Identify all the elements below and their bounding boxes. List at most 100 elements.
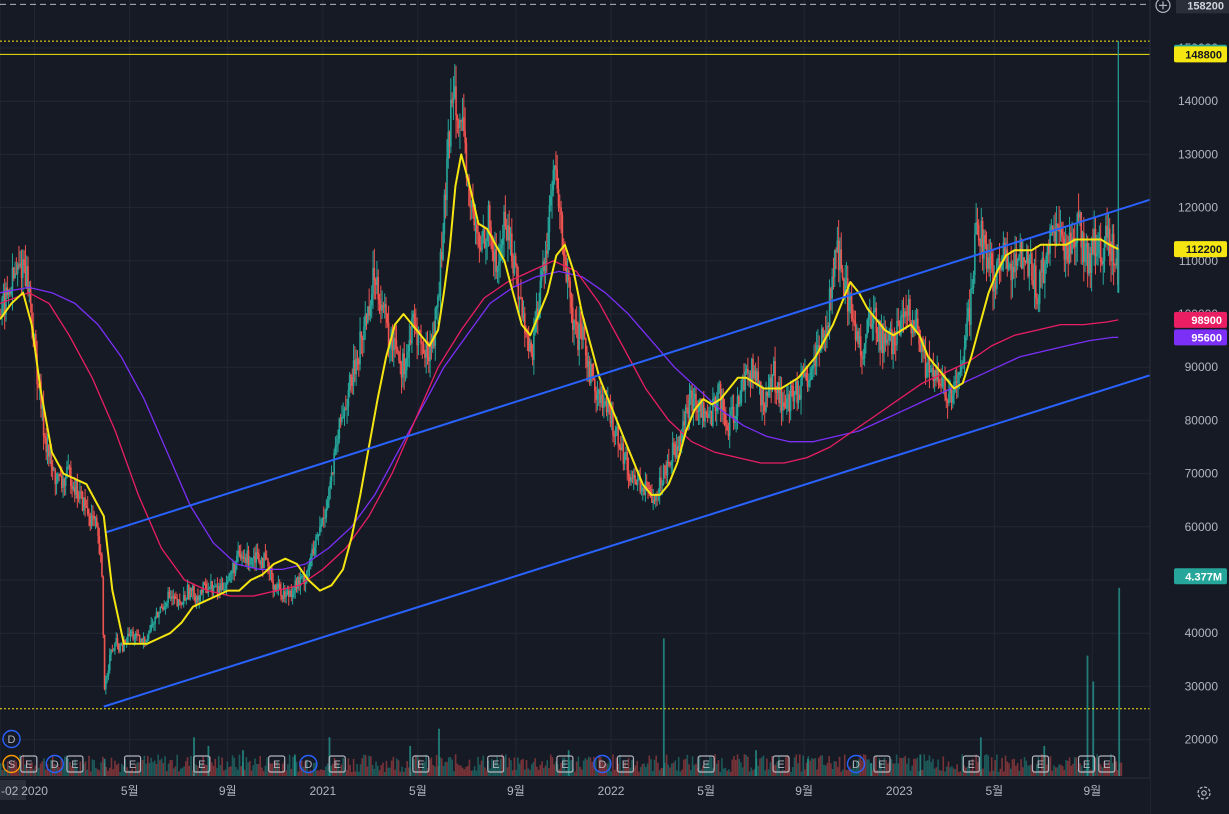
earnings-marker[interactable] [487,755,505,773]
candle-body [935,370,937,380]
dividend-marker[interactable] [299,754,318,774]
candle-body [306,570,308,579]
candle-body [348,374,351,391]
volume-bar [892,763,894,776]
earnings-marker[interactable] [123,755,142,773]
price-axis[interactable] [1150,0,1229,814]
volume-bar [470,770,472,776]
volume-bar [565,770,568,776]
earnings-marker[interactable] [1077,755,1096,773]
earnings-marker[interactable] [556,755,574,773]
volume-bar [816,769,818,776]
earnings-marker[interactable] [772,755,790,773]
volume-bar [8,766,11,776]
candle-body [435,306,438,309]
candle-body [678,436,680,451]
candle-body [342,416,345,418]
candle-body [285,595,287,598]
earnings-marker[interactable] [268,755,286,773]
top-price-label: 158200 [1187,0,1224,12]
volume-bar [1075,757,1078,776]
volume-bar [499,758,502,776]
volume-bar [999,768,1002,776]
candle-body [623,454,626,464]
earnings-marker[interactable] [873,755,891,773]
candle-body [359,331,361,365]
candle-body [354,360,356,375]
volume-bar [581,769,583,776]
candle-body [970,288,972,325]
candle-body [936,369,939,380]
volume-bar [285,770,287,776]
volume-bar [979,737,982,776]
earnings-marker-label: E [1103,759,1110,771]
volume-bar [1013,758,1015,776]
candle-body [211,581,214,594]
candle-body [948,393,950,403]
earnings-marker[interactable] [1031,755,1050,773]
candle-body [871,323,874,329]
volume-bar [25,759,28,776]
dividend-marker[interactable] [593,754,612,774]
dividend-marker[interactable] [45,754,64,774]
volume-bar [290,768,293,776]
channel-line-upper[interactable] [106,196,1159,534]
volume-bar [1020,759,1022,776]
earnings-marker[interactable] [1098,755,1116,773]
earnings-marker[interactable] [616,755,635,773]
earnings-marker[interactable] [962,755,980,773]
volume-bar [356,764,358,776]
earnings-marker[interactable] [66,755,84,773]
dividend-marker[interactable] [2,729,21,749]
volume-bar [532,762,535,776]
gear-icon[interactable] [1197,786,1211,800]
dividend-marker-label: D [598,759,606,771]
candle-body [800,378,802,400]
split-marker-label: S [8,759,15,771]
candle-body [763,404,766,412]
candle-body [536,308,539,319]
volume-bar [428,759,431,776]
volume-bar [269,763,272,776]
volume-bar [698,756,701,776]
volume-bar [658,770,661,776]
earnings-marker[interactable] [697,755,715,773]
volume-bar [1006,761,1009,776]
split-marker[interactable] [2,754,21,774]
earnings-marker[interactable] [20,755,38,773]
volume-bar [446,761,448,776]
volume-bar [463,769,466,776]
volume-bar [928,755,931,776]
volume-bar [43,758,45,776]
candle-body [130,631,133,633]
candle-body [977,224,980,241]
earnings-marker[interactable] [328,755,346,773]
earnings-marker-label: E [622,759,629,771]
candle-body [619,447,622,451]
volume-bar [940,770,943,776]
volume-bar [210,762,213,776]
plus-circle-icon[interactable] [1155,0,1171,13]
volume-bar [482,755,485,776]
earnings-marker[interactable] [412,755,430,773]
candle-body [1022,257,1024,269]
volume-bar [38,767,40,776]
earnings-marker[interactable] [193,755,211,773]
volume-bar [619,754,621,776]
volume-bar [1018,770,1021,776]
volume-bar [1032,769,1035,776]
candle-body [81,491,84,511]
candle-body [1002,242,1005,256]
dividend-marker[interactable] [846,754,866,774]
candle-body [474,224,477,226]
candle-body [386,313,389,323]
channel-line-lower[interactable] [103,371,1159,708]
volume-bar [610,771,613,776]
volume-bar [902,757,905,776]
candle-body [757,371,760,386]
time-axis[interactable] [0,778,1150,814]
volume-bar [207,745,210,776]
candle-body [1006,249,1009,269]
volume-bar [911,765,913,776]
